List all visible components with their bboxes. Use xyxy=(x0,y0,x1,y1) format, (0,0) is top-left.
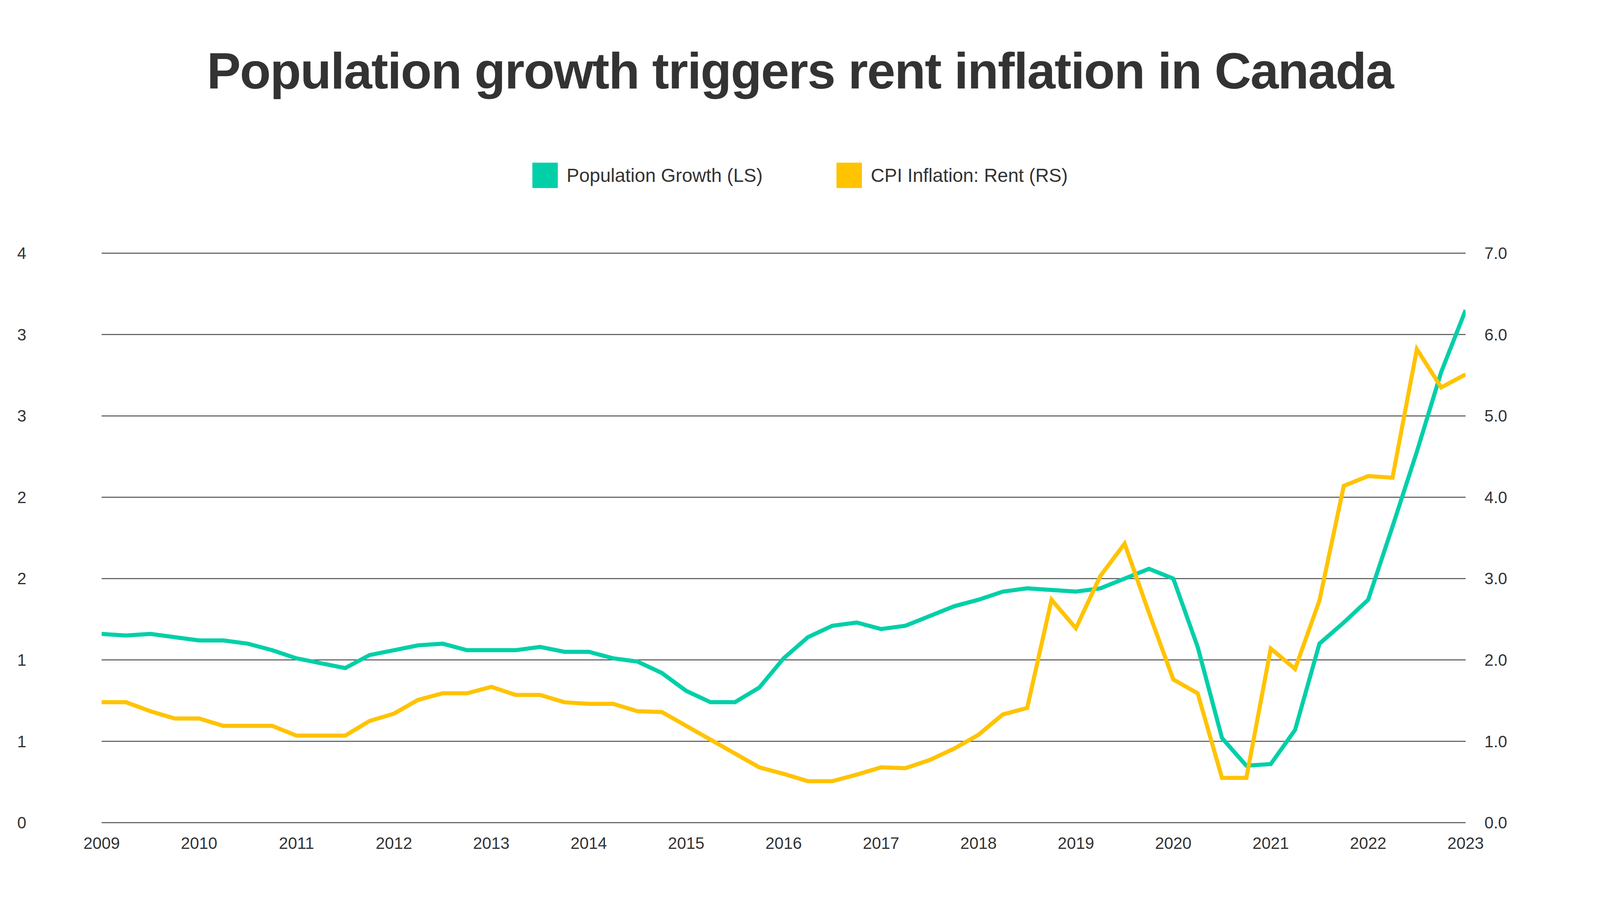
svg-text:2011: 2011 xyxy=(278,834,314,853)
svg-text:3.0: 3.0 xyxy=(1484,569,1508,588)
svg-text:2013: 2013 xyxy=(472,834,510,853)
svg-text:0.0: 0.0 xyxy=(1484,813,1508,832)
svg-text:2018: 2018 xyxy=(960,834,997,853)
svg-text:1: 1 xyxy=(17,651,27,670)
svg-text:2022: 2022 xyxy=(1350,834,1387,853)
svg-text:0: 0 xyxy=(17,813,27,832)
svg-text:4.0: 4.0 xyxy=(1484,488,1508,507)
svg-text:2021: 2021 xyxy=(1252,834,1289,853)
svg-text:2019: 2019 xyxy=(1057,834,1095,853)
svg-text:2023: 2023 xyxy=(1447,834,1485,853)
svg-text:2016: 2016 xyxy=(765,834,803,853)
html-text:Population growth triggers ren: Population growth triggers rent inflatio… xyxy=(206,42,1394,100)
svg-text:2017: 2017 xyxy=(862,834,900,853)
svg-text:2012: 2012 xyxy=(375,834,413,853)
svg-text:6.0: 6.0 xyxy=(1484,325,1508,344)
svg-text:1: 1 xyxy=(17,732,27,751)
svg-text:3: 3 xyxy=(17,325,27,344)
svg-text:2: 2 xyxy=(17,569,27,588)
svg-text:2.0: 2.0 xyxy=(1484,651,1508,670)
svg-text:4: 4 xyxy=(17,244,27,263)
svg-text:1.0: 1.0 xyxy=(1484,732,1508,751)
svg-text:2010: 2010 xyxy=(180,834,218,853)
svg-text:2020: 2020 xyxy=(1154,834,1192,853)
svg-text:7.0: 7.0 xyxy=(1484,244,1508,263)
svg-text:5.0: 5.0 xyxy=(1484,406,1508,425)
svg-text:2: 2 xyxy=(17,488,27,507)
svg-text:2009: 2009 xyxy=(83,834,121,853)
html-text:Population Growth (LS): Population Growth (LS) xyxy=(566,164,763,187)
svg-text:2015: 2015 xyxy=(668,834,705,853)
svg-text:2014: 2014 xyxy=(570,834,607,853)
html-text:CPI Inflation: Rent (RS): CPI Inflation: Rent (RS) xyxy=(870,164,1068,187)
svg-text:3: 3 xyxy=(17,406,27,425)
